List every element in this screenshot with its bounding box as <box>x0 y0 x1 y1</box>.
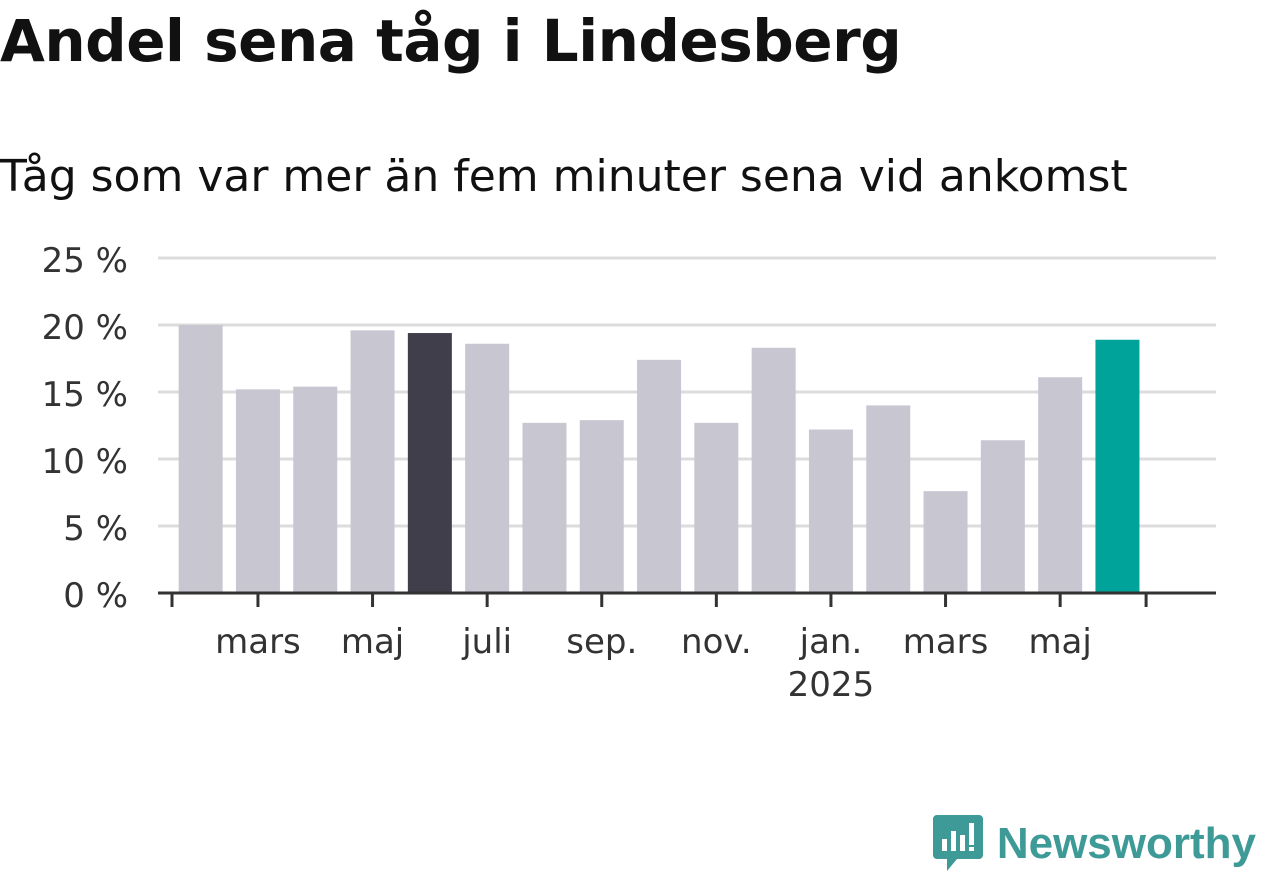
chart-subtitle: Tåg som var mer än fem minuter sena vid … <box>0 151 1128 202</box>
bar-2025-02 <box>866 405 911 593</box>
bar-2025-01 <box>808 429 853 593</box>
bar-2024-10 <box>637 359 682 593</box>
bar-2024-02 <box>178 325 223 593</box>
bar-2024-03 <box>235 389 280 593</box>
bar-2024-07 <box>465 343 510 593</box>
bar-2025-04 <box>980 440 1025 593</box>
newsworthy-logo-icon <box>932 815 983 871</box>
y-tick-label: 10 % <box>42 442 128 482</box>
y-tick-label: 0 % <box>63 576 128 616</box>
bar-2024-09 <box>579 420 624 593</box>
bar-2024-12 <box>751 347 796 593</box>
bar-2024-06 <box>407 333 452 593</box>
y-tick-label: 15 % <box>42 375 128 415</box>
x-tick-label: juli <box>461 622 512 662</box>
x-tick-label: maj <box>1028 622 1091 662</box>
bar-2024-11 <box>694 422 739 593</box>
x-tick-label: mars <box>903 622 989 662</box>
y-tick-label: 20 % <box>42 308 128 348</box>
x-tick-label: nov. <box>681 622 752 662</box>
bar-2025-06 <box>1095 339 1140 593</box>
bar-2024-05 <box>350 330 395 593</box>
bar-2024-08 <box>522 422 567 593</box>
x-tick-label: sep. <box>566 622 637 662</box>
brand-name: Newsworthy <box>996 819 1256 868</box>
x-axis <box>158 591 1216 607</box>
y-tick-label: 5 % <box>63 509 128 549</box>
x-tick-year-label: 2025 <box>788 665 875 705</box>
bar-2024-04 <box>293 386 338 593</box>
bars <box>178 325 1140 593</box>
bar-2025-05 <box>1038 377 1083 593</box>
y-axis-tick-labels: 0 % 5 % 10 % 15 % 20 % 25 % <box>42 241 128 616</box>
y-tick-label: 25 % <box>42 241 128 281</box>
brand-logo: Newsworthy <box>932 815 1256 873</box>
x-tick-label: mars <box>215 622 301 662</box>
chart-title: Andel sena tåg i Lindesberg <box>0 7 902 75</box>
bar-2025-03 <box>923 491 968 593</box>
x-tick-label: maj <box>341 622 404 662</box>
x-tick-label: jan. <box>799 622 863 662</box>
